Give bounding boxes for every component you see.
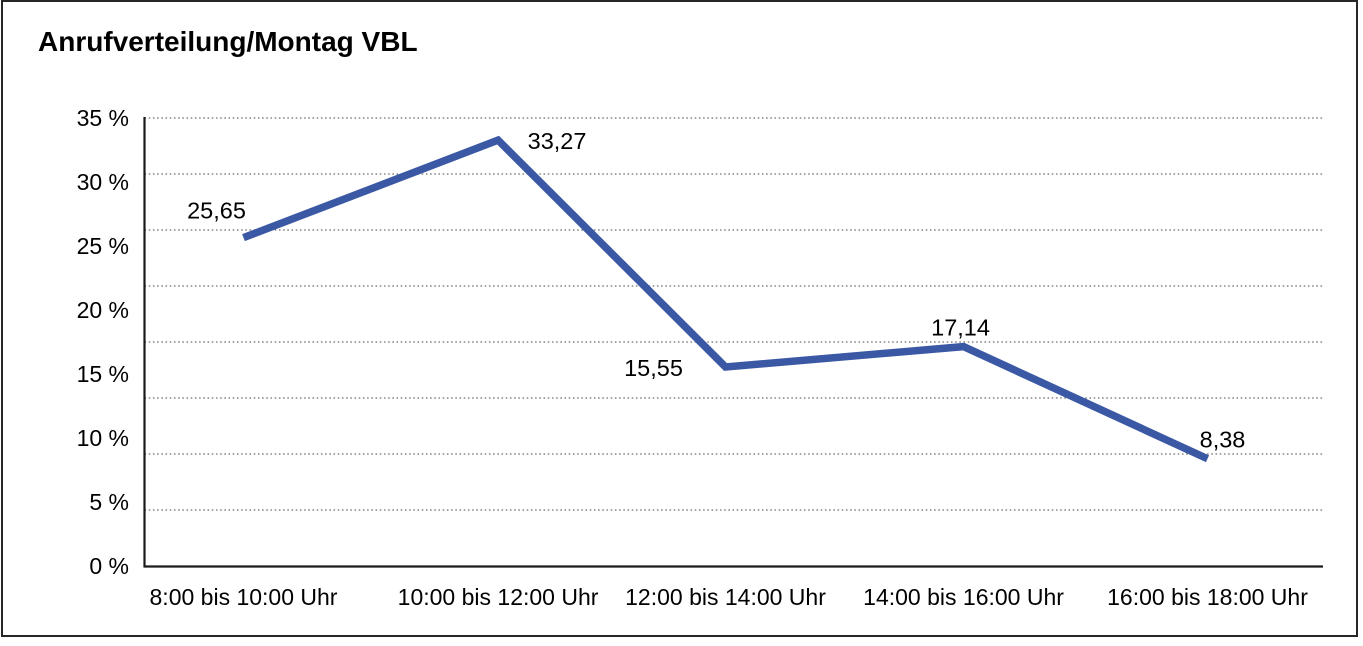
data-point-label: 8,38 [1200,427,1246,453]
y-tick-label: 30 % [77,169,129,195]
y-tick-label: 25 % [77,233,129,259]
x-category-label: 14:00 bis 16:00 Uhr [863,584,1064,610]
data-point-label: 15,55 [624,355,683,381]
data-point-label: 33,27 [528,128,587,154]
y-tick-label: 20 % [77,297,129,323]
data-line [242,135,1210,463]
x-category-label: 12:00 bis 14:00 Uhr [625,584,826,610]
y-tick-label: 5 % [89,489,129,515]
y-tick-label: 10 % [77,425,129,451]
y-tick-label: 0 % [89,553,129,579]
y-tick-label: 35 % [77,105,129,131]
x-category-label: 8:00 bis 10:00 Uhr [150,584,338,610]
x-category-label: 16:00 bis 18:00 Uhr [1107,584,1308,610]
x-category-label: 10:00 bis 12:00 Uhr [398,584,599,610]
chart-title: Anrufverteilung/Montag VBL [38,26,418,57]
data-point-label: 17,14 [931,315,990,341]
y-tick-label: 15 % [77,361,129,387]
data-point-label: 25,65 [187,198,246,224]
